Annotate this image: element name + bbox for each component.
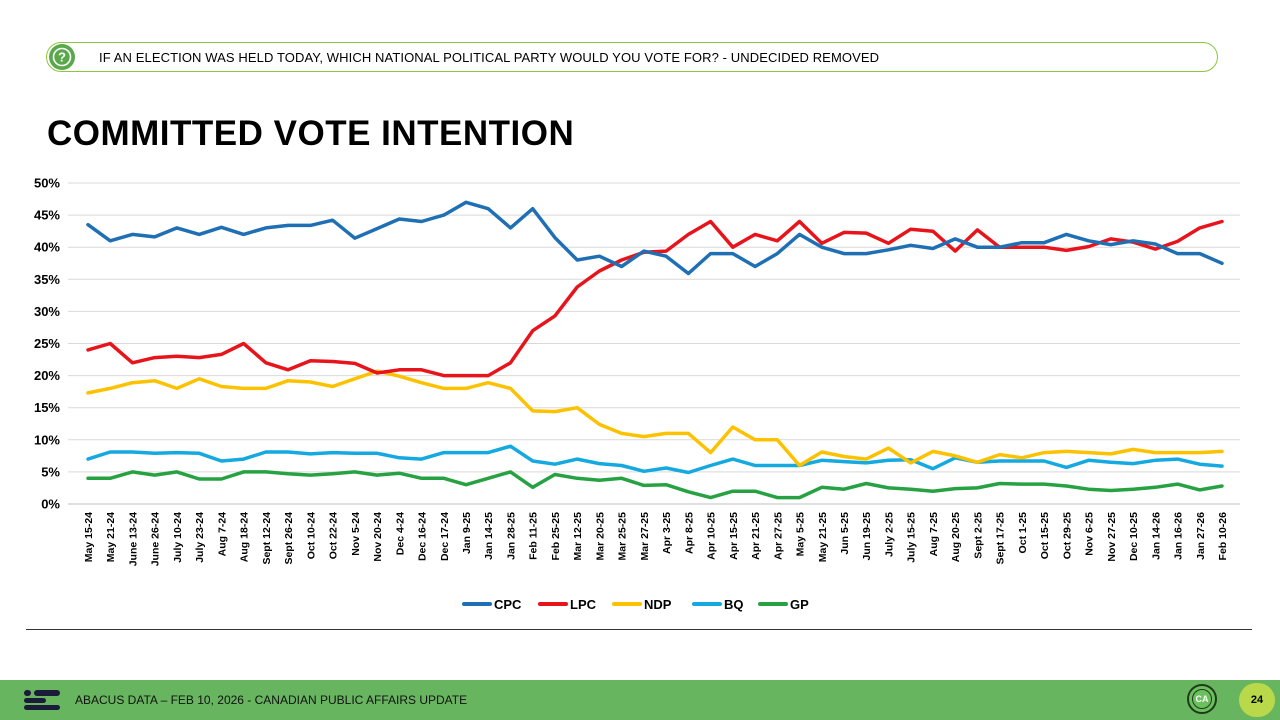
series-line-ndp: [86, 369, 1224, 468]
x-tick-label: Oct 1-25: [1017, 512, 1029, 554]
x-tick-label: July 10-24: [172, 512, 184, 563]
y-tick-label: 10%: [34, 432, 60, 447]
x-tick-label: July 2-25: [883, 512, 895, 557]
x-tick-label: May 15-24: [83, 512, 95, 562]
y-tick-label: 30%: [34, 304, 60, 319]
abacus-logo-icon: [24, 690, 60, 710]
ca-badge-text: CA: [1192, 689, 1212, 709]
y-tick-label: 35%: [34, 272, 60, 287]
x-tick-label: Aug 18-24: [239, 512, 251, 562]
x-tick-label: Dec 4-24: [394, 512, 406, 555]
x-tick-label: Feb 25-25: [550, 512, 562, 561]
y-tick-label: 40%: [34, 240, 60, 255]
x-tick-label: Jan 27-26: [1195, 512, 1207, 560]
series-line-bq: [86, 444, 1224, 475]
x-tick-label: June 26-24: [150, 512, 162, 566]
x-tick-label: May 21-25: [817, 512, 829, 562]
x-tick-label: Jan 16-26: [1173, 512, 1185, 560]
x-tick-label: Jan 14-26: [1150, 512, 1162, 560]
footer-text: ABACUS DATA – FEB 10, 2026 - CANADIAN PU…: [75, 693, 468, 707]
legend-item-ndp: NDP: [612, 597, 672, 612]
x-tick-label: Nov 20-24: [372, 512, 384, 562]
x-tick-label: Dec 16-24: [417, 512, 429, 561]
x-tick-label: Nov 6-25: [1084, 512, 1096, 556]
legend-label: CPC: [494, 597, 522, 612]
x-tick-label: Sept 2-25: [972, 512, 984, 559]
x-tick-label: Mar 25-25: [617, 512, 629, 561]
x-tick-label: Oct 22-24: [328, 512, 340, 559]
x-tick-label: Apr 8-25: [683, 512, 695, 554]
x-tick-label: July 15-25: [906, 512, 918, 563]
x-tick-label: May 21-24: [105, 512, 117, 562]
x-tick-label: Dec 10-25: [1128, 512, 1140, 561]
x-tick-label: Mar 27-25: [639, 512, 651, 561]
page-title: COMMITTED VOTE INTENTION: [47, 114, 575, 153]
y-axis-tick-labels: 0% 5% 10% 15% 20% 25% 30% 35% 40% 45% 50%: [34, 176, 60, 512]
x-tick-label: Aug 7-24: [216, 512, 228, 557]
x-tick-label: Jan 9-25: [461, 512, 473, 554]
x-tick-label: Dec 17-24: [439, 512, 451, 561]
x-tick-label: Apr 27-25: [772, 512, 784, 560]
legend-item-gp: GP: [758, 597, 809, 612]
y-tick-label: 50%: [34, 176, 60, 191]
x-tick-label: Jun 5-25: [839, 512, 851, 555]
series-line-gp: [86, 470, 1224, 500]
x-tick-label: Oct 29-25: [1061, 512, 1073, 559]
x-tick-label: Feb 10-26: [1217, 512, 1229, 561]
x-tick-label: Oct 10-24: [305, 512, 317, 559]
y-tick-label: 5%: [41, 464, 60, 479]
x-tick-label: Jan 28-25: [505, 512, 517, 560]
x-tick-label: May 5-25: [795, 512, 807, 557]
page-number: 24: [1239, 683, 1275, 717]
legend-item-cpc: CPC: [462, 597, 522, 612]
x-tick-label: Mar 12-25: [572, 512, 584, 561]
y-tick-label: 0%: [41, 497, 60, 512]
x-tick-label: Apr 3-25: [661, 512, 673, 554]
y-tick-label: 45%: [34, 208, 60, 223]
series-line-cpc: [86, 200, 1224, 276]
x-tick-label: June 13-24: [127, 512, 139, 566]
x-tick-label: Feb 11-25: [528, 512, 540, 560]
x-tick-label: Oct 15-25: [1039, 512, 1051, 559]
series-line-lpc: [86, 219, 1224, 378]
question-mark-icon: ?: [49, 44, 75, 70]
vote-intention-chart: 0% 5% 10% 15% 20% 25% 30% 35% 40% 45% 50% May 15-2…: [34, 176, 1240, 612]
x-tick-label: Apr 10-25: [706, 512, 718, 560]
legend-label: BQ: [724, 597, 744, 612]
chart-series-lines: [86, 200, 1224, 500]
question-banner: ? IF AN ELECTION WAS HELD TODAY, WHICH N…: [46, 42, 1218, 72]
legend-item-bq: BQ: [692, 597, 744, 612]
footer-bar: ABACUS DATA – FEB 10, 2026 - CANADIAN PU…: [0, 680, 1280, 720]
ca-badge-icon: CA: [1187, 684, 1217, 714]
x-tick-label: Sept 12-24: [261, 512, 273, 565]
x-tick-label: July 23-24: [194, 512, 206, 563]
x-axis-tick-labels: May 15-24 May 21-24 June 13-24 June 26-24 Ju…: [83, 512, 1229, 566]
x-tick-label: Sept 17-25: [995, 512, 1007, 565]
legend-label: NDP: [644, 597, 672, 612]
svg-text:?: ?: [58, 50, 66, 65]
chart-legend: CPC LPC NDP BQ GP: [462, 597, 809, 612]
divider-line: [26, 629, 1252, 630]
x-tick-label: Aug 20-25: [950, 512, 962, 562]
y-tick-label: 20%: [34, 368, 60, 383]
x-tick-label: Sept 26-24: [283, 512, 295, 565]
chart-gridlines: [68, 182, 1240, 505]
x-tick-label: Mar 20-25: [594, 512, 606, 561]
question-text: IF AN ELECTION WAS HELD TODAY, WHICH NAT…: [99, 50, 880, 65]
legend-label: GP: [790, 597, 809, 612]
legend-label: LPC: [570, 597, 597, 612]
x-tick-label: Nov 5-24: [350, 512, 362, 556]
y-tick-label: 25%: [34, 336, 60, 351]
x-tick-label: Jan 14-25: [483, 512, 495, 560]
x-tick-label: Jun 19-25: [861, 512, 873, 561]
legend-item-lpc: LPC: [538, 597, 597, 612]
x-tick-label: Apr 15-25: [728, 512, 740, 560]
x-tick-label: Apr 21-25: [750, 512, 762, 560]
x-tick-label: Nov 27-25: [1106, 512, 1118, 562]
y-tick-label: 15%: [34, 400, 60, 415]
x-tick-label: Aug 7-25: [928, 512, 940, 557]
